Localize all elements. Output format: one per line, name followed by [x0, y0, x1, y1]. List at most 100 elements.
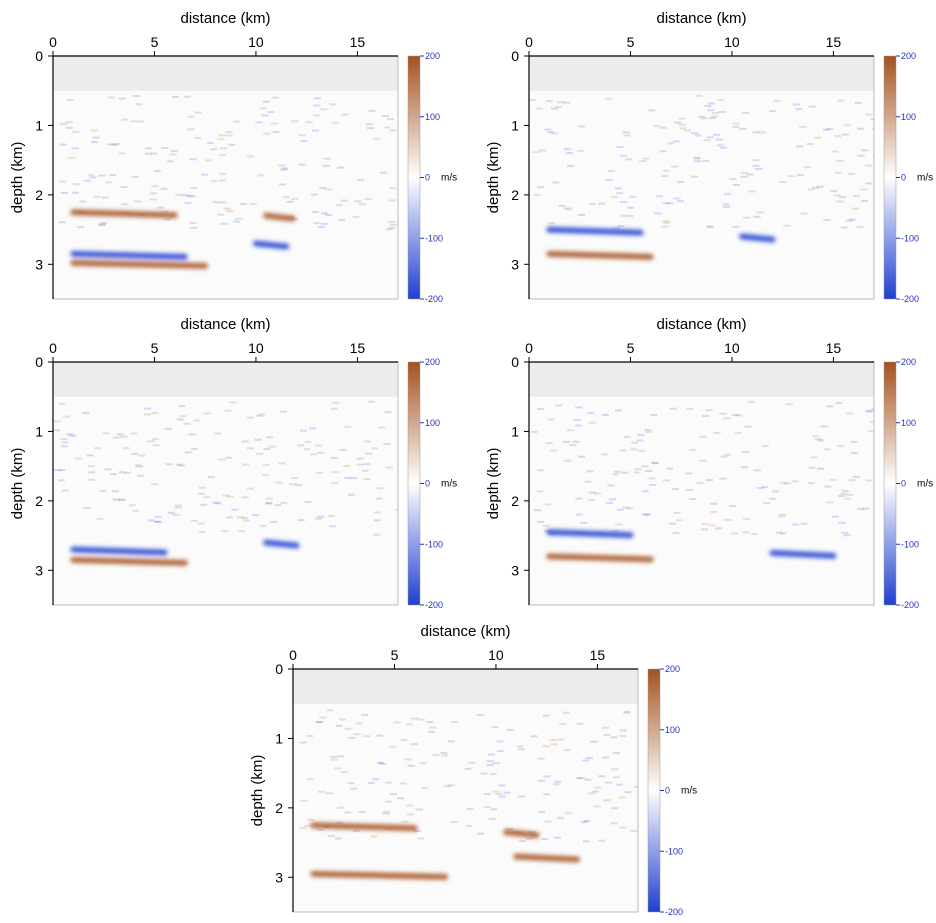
speckle: [857, 154, 865, 157]
speckle: [706, 226, 714, 229]
speckle: [715, 138, 723, 141]
colorbar-unit: m/s: [917, 173, 933, 184]
speckle: [278, 164, 286, 167]
speckle: [808, 105, 816, 108]
y-tick-label: 2: [511, 493, 519, 509]
speckle: [800, 212, 808, 215]
speckle: [619, 826, 627, 829]
speckle: [619, 154, 627, 157]
speckle: [783, 224, 791, 227]
speckle: [240, 203, 248, 206]
speckle: [580, 521, 588, 524]
speckle: [637, 433, 645, 436]
speckle: [834, 135, 842, 138]
speckle: [241, 496, 249, 499]
speckle: [622, 506, 630, 509]
image-area: [53, 56, 398, 299]
speckle: [601, 413, 609, 416]
speckle: [347, 782, 355, 785]
speckle: [544, 503, 552, 506]
speckle: [68, 434, 76, 437]
speckle: [404, 758, 412, 761]
speckle: [588, 792, 596, 795]
speckle: [707, 109, 715, 112]
speckle: [545, 100, 553, 103]
speckle: [241, 440, 249, 443]
speckle: [661, 225, 669, 228]
image-area: [529, 362, 874, 605]
colorbar-tick-label: 0: [425, 479, 430, 489]
speckle: [261, 114, 269, 117]
speckle: [71, 147, 79, 150]
speckle: [99, 489, 107, 492]
speckle: [265, 502, 273, 505]
speckle: [669, 407, 677, 410]
speckle: [299, 827, 307, 830]
x-tick-label: 15: [826, 340, 842, 356]
speckle: [298, 134, 306, 137]
speckle: [218, 134, 226, 137]
speckle: [281, 167, 289, 170]
speckle: [533, 509, 541, 512]
speckle: [817, 439, 825, 442]
speckle: [685, 472, 693, 475]
speckle: [383, 442, 391, 445]
speckle: [383, 126, 391, 129]
speckle: [178, 464, 186, 467]
speckle: [130, 120, 138, 123]
speckle: [729, 178, 737, 181]
speckle: [604, 97, 612, 100]
speckle: [506, 827, 514, 830]
speckle: [584, 778, 592, 781]
speckle: [82, 412, 90, 415]
speckle: [562, 711, 570, 714]
water-layer: [293, 669, 638, 704]
speckle: [702, 415, 710, 418]
speckle: [210, 148, 218, 151]
speckle: [659, 150, 667, 153]
reflector-4: [513, 853, 581, 863]
speckle: [93, 195, 101, 198]
speckle: [356, 463, 364, 466]
speckle: [752, 164, 760, 167]
speckle: [831, 150, 839, 153]
speckle: [792, 523, 800, 526]
speckle: [530, 735, 538, 738]
speckle: [648, 477, 656, 480]
speckle: [490, 808, 498, 811]
speckle: [59, 122, 67, 125]
speckle: [650, 461, 658, 464]
colorbar-unit: m/s: [681, 786, 697, 797]
speckle: [265, 502, 273, 505]
colorbar-tick-label: -200: [425, 294, 443, 304]
speckle: [587, 412, 595, 415]
speckle: [275, 481, 283, 484]
speckle: [184, 451, 192, 454]
colorbar-tick-label: 200: [425, 51, 440, 61]
speckle: [53, 469, 61, 472]
speckle: [331, 121, 339, 124]
speckle: [419, 762, 427, 765]
speckle: [350, 476, 358, 479]
speckle: [772, 490, 780, 493]
speckle: [620, 214, 628, 217]
speckle: [365, 452, 373, 455]
speckle: [491, 726, 499, 729]
speckle: [222, 494, 230, 497]
speckle: [234, 217, 242, 220]
speckle: [165, 463, 173, 466]
speckle: [679, 127, 687, 130]
speckle: [623, 134, 631, 137]
speckle: [711, 112, 719, 115]
speckle: [417, 837, 425, 840]
speckle: [552, 181, 560, 184]
speckle: [61, 489, 69, 492]
speckle: [667, 142, 675, 145]
speckle: [153, 170, 161, 173]
speckle: [312, 211, 320, 214]
speckle: [267, 110, 275, 113]
speckle: [857, 127, 865, 130]
speckle: [249, 202, 257, 205]
speckle: [246, 155, 254, 158]
speckle: [410, 743, 418, 746]
